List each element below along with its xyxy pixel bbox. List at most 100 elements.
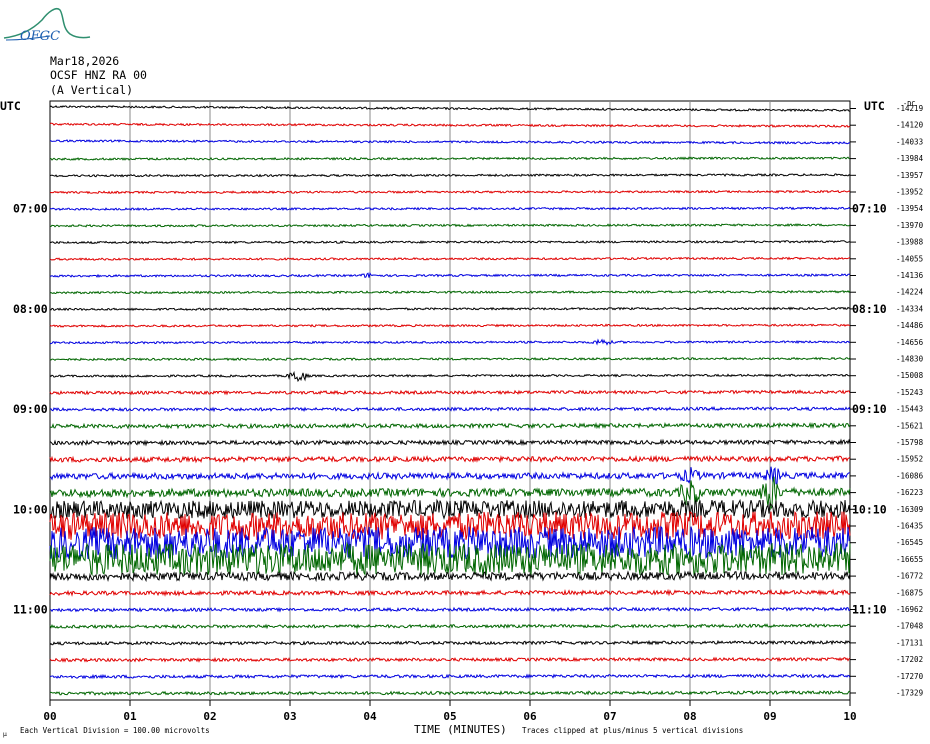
- dc-offset-label: -17131: [896, 638, 923, 647]
- right-time-label: 08:10: [852, 302, 887, 316]
- dc-offset-label: -16545: [896, 538, 923, 547]
- dc-offset-label: -14219: [896, 104, 923, 113]
- x-axis-ticks: 00 01 02 03 04 05 06 07 08 09 10: [43, 700, 857, 723]
- x-axis-title: TIME (MINUTES): [414, 723, 507, 736]
- dc-offset-label: -13957: [896, 171, 923, 180]
- x-tick-label: 08: [683, 710, 696, 723]
- dc-offset-label: -13970: [896, 221, 924, 230]
- left-time-labels: 07:00 08:00 09:00 10:00 11:00: [13, 202, 48, 617]
- dc-offset-label: -14033: [896, 137, 923, 146]
- seismic-trace: [49, 139, 851, 145]
- dc-offset-label: -15008: [896, 371, 924, 380]
- seismic-trace: [49, 639, 851, 646]
- left-time-label: 07:00: [13, 202, 48, 216]
- right-time-label: 09:10: [852, 402, 887, 416]
- right-time-label: 10:10: [852, 502, 887, 516]
- dc-offset-label: -13984: [896, 154, 924, 163]
- dc-offset-label: -17202: [896, 655, 923, 664]
- seismic-trace: [49, 656, 851, 663]
- dc-offset-label: -14120: [896, 121, 924, 130]
- dc-offset-label: -16435: [896, 522, 923, 531]
- seismic-trace: [49, 476, 851, 511]
- left-time-label: 09:00: [13, 402, 48, 416]
- dc-offset-label: -16772: [896, 572, 923, 581]
- seismic-trace: [49, 289, 851, 295]
- seismic-trace: [49, 570, 851, 583]
- seismic-trace: [49, 239, 850, 245]
- dc-offset-label: -16962: [896, 605, 923, 614]
- seismic-trace: [49, 206, 851, 211]
- dc-offset-label: -14656: [896, 338, 924, 347]
- left-time-label: 10:00: [13, 502, 48, 516]
- seismic-trace: [49, 223, 851, 228]
- dc-offset-label: -16223: [896, 488, 923, 497]
- seismic-trace: [49, 454, 851, 464]
- dc-offset-header: -DC: [903, 100, 916, 108]
- left-time-label: 08:00: [13, 302, 48, 316]
- seismic-trace: [49, 105, 851, 112]
- x-tick-label: 05: [443, 710, 456, 723]
- seismic-trace: [49, 306, 851, 312]
- x-tick-label: 00: [43, 710, 56, 723]
- dc-offset-label: -15952: [896, 455, 923, 464]
- seismic-trace: [49, 323, 851, 328]
- ofgc-logo: OFGC: [3, 8, 91, 44]
- logo-text: OFGC: [20, 29, 60, 44]
- x-tick-label: 10: [843, 710, 856, 723]
- seismic-traces: [49, 105, 851, 697]
- dc-offset-label: -14136: [896, 271, 924, 280]
- dc-offset-label: -16875: [896, 588, 923, 597]
- x-tick-label: 01: [123, 710, 137, 723]
- dc-offset-label: -17048: [896, 622, 924, 631]
- seismic-trace: [50, 338, 851, 346]
- seismic-trace: [49, 498, 851, 520]
- seismic-trace: [49, 623, 851, 630]
- dc-offset-label: -14055: [896, 254, 923, 263]
- corner-mark: µ: [3, 731, 7, 738]
- seismic-trace: [49, 541, 851, 577]
- dc-offset-label: -16086: [896, 471, 924, 480]
- dc-offset-label: -17329: [896, 689, 923, 698]
- seismic-trace: [49, 690, 850, 697]
- seismic-trace: [49, 156, 851, 161]
- x-tick-label: 02: [203, 710, 216, 723]
- dc-offset-label: -14224: [896, 288, 924, 297]
- seismic-trace: [49, 256, 851, 261]
- seismic-trace: [49, 421, 851, 430]
- dc-offset-labels: -14219 -14120 -14033 -13984 -13957 -13952 -139…: [850, 104, 924, 698]
- dc-offset-label: -15621: [896, 421, 923, 430]
- seismic-trace: [49, 588, 851, 597]
- x-tick-label: 07: [603, 710, 616, 723]
- x-tick-label: 09: [763, 710, 776, 723]
- dc-offset-label: -17270: [896, 672, 924, 681]
- dc-offset-label: -14830: [896, 355, 924, 364]
- seismic-trace: [49, 189, 851, 195]
- seismic-trace: [49, 466, 851, 485]
- station-code: OCSF HNZ RA 00: [50, 68, 147, 82]
- right-time-label: 11:10: [852, 603, 887, 617]
- dc-offset-label: -16309: [896, 505, 923, 514]
- seismic-trace: [49, 673, 851, 680]
- right-time-labels: 07:10 08:10 09:10 10:10 11:10: [852, 202, 887, 617]
- utc-left-label: UTC: [0, 99, 21, 113]
- seismic-trace: [49, 438, 851, 447]
- dc-offset-label: -15443: [896, 405, 923, 414]
- dc-offset-label: -15243: [896, 388, 923, 397]
- dc-offset-label: -16655: [896, 555, 923, 564]
- dc-offset-label: -13954: [896, 204, 924, 213]
- seismic-trace: [49, 122, 851, 128]
- x-tick-label: 06: [523, 710, 537, 723]
- seismic-trace: [49, 406, 851, 413]
- plot-date: Mar18,2026: [50, 54, 119, 68]
- seismic-trace: [49, 370, 851, 383]
- dc-offset-label: -15798: [896, 438, 924, 447]
- dc-offset-label: -13952: [896, 188, 923, 197]
- vertical-gridlines: [129, 101, 771, 700]
- left-time-label: 11:00: [13, 603, 48, 617]
- x-tick-label: 03: [283, 710, 296, 723]
- vertical-division-note: Each Vertical Division = 100.00 microvol…: [20, 726, 210, 735]
- seismic-trace: [49, 173, 851, 178]
- seismic-trace: [49, 389, 851, 396]
- component-label: (A Vertical): [50, 83, 133, 97]
